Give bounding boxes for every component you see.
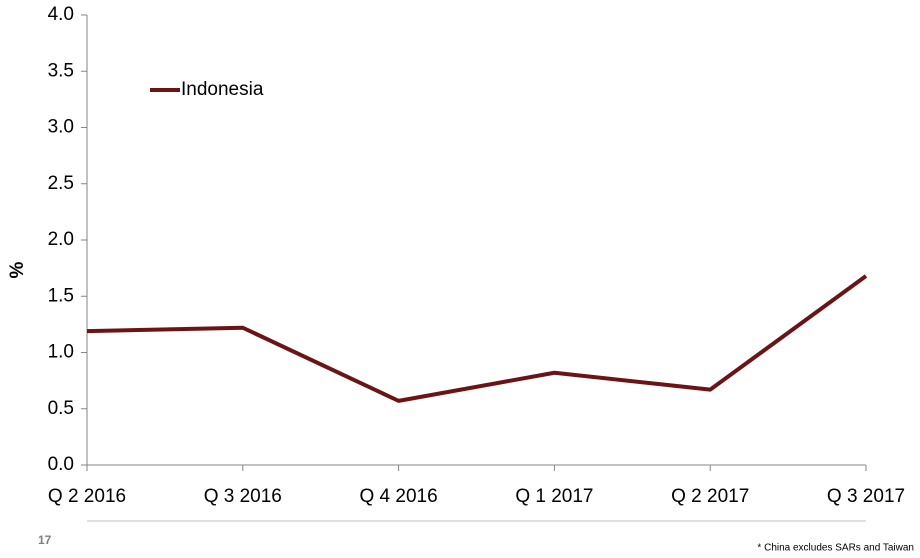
legend-label: Indonesia <box>181 79 264 100</box>
x-tick-label: Q 4 2016 <box>360 486 438 507</box>
series-line <box>86 274 868 403</box>
y-tick-label: 0.0 <box>48 454 74 475</box>
y-tick-label: 3.5 <box>48 60 74 81</box>
y-tick-label: 3.0 <box>48 117 74 138</box>
x-tick-label: Q 3 2017 <box>827 486 905 507</box>
x-tick-label: Q 1 2017 <box>515 486 593 507</box>
y-tick-label: 2.5 <box>48 173 74 194</box>
x-tick-label: Q 2 2016 <box>48 486 126 507</box>
y-tick-label: 0.5 <box>48 398 74 419</box>
x-tick-label: Q 3 2016 <box>204 486 282 507</box>
footnote: * China excludes SARs and Taiwan <box>757 543 914 554</box>
y-axis-label: % <box>7 261 28 278</box>
y-tick-label: 4.0 <box>48 4 74 25</box>
x-tick-label: Q 2 2017 <box>671 486 749 507</box>
y-tick-label: 2.0 <box>48 229 74 250</box>
page-number: 17 <box>38 533 52 547</box>
y-tick-label: 1.0 <box>48 342 74 363</box>
y-tick-label: 1.5 <box>48 285 74 306</box>
